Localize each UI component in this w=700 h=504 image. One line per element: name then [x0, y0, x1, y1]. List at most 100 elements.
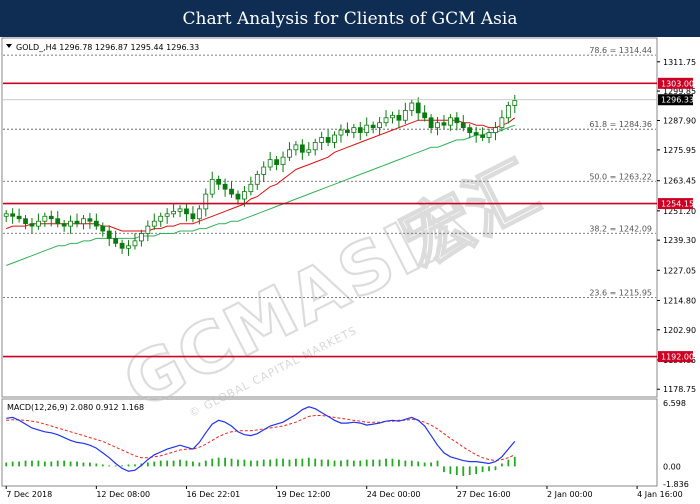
candle-body — [119, 242, 125, 249]
chart-frame: GCMASIA 宏汇 © GLOBAL CAPITAL MARKETS GOLD… — [0, 37, 700, 500]
candle-body — [422, 112, 428, 119]
fibonacci-levels: 78.6 = 1314.44 61.8 = 1284.36 50.0 = 1263.… — [3, 46, 656, 299]
macd-histogram-bar — [134, 464, 136, 467]
candle-body — [209, 178, 215, 195]
macd-histogram-bar — [31, 460, 33, 467]
macd-histogram-bar — [301, 458, 304, 467]
candle — [332, 131, 337, 149]
candle — [357, 121, 363, 141]
macd-histogram-bar — [101, 464, 104, 467]
candle-body — [415, 102, 421, 114]
price-tick-label: 1275.95 — [663, 146, 696, 155]
macd-series — [5, 406, 516, 476]
candle — [293, 141, 299, 156]
candle-body — [158, 215, 164, 222]
candle-body — [428, 117, 434, 129]
candle-body — [370, 124, 376, 129]
macd-histogram-bar — [224, 457, 226, 467]
candle-body — [454, 117, 460, 124]
macd-histogram-bar — [5, 462, 8, 467]
candle — [203, 188, 209, 217]
candle — [428, 114, 434, 134]
macd-tick-label: 0.00 — [663, 462, 681, 471]
candle-body — [242, 191, 247, 200]
candle-body — [10, 213, 16, 217]
macd-histogram-bar — [127, 464, 130, 467]
candle-body — [306, 149, 312, 153]
macd-histogram-bar — [314, 458, 317, 467]
macd-histogram-bar — [89, 462, 91, 467]
macd-histogram-bar — [417, 461, 420, 467]
candle — [196, 205, 202, 225]
macd-histogram-bar — [275, 458, 278, 467]
candle-body — [280, 156, 286, 165]
macd-histogram-bar — [449, 466, 452, 475]
candle — [383, 110, 389, 127]
candle-body — [81, 218, 86, 225]
candle — [512, 94, 518, 114]
fib-level-label: 61.8 = 1284.36 — [589, 120, 652, 129]
candle-body — [29, 223, 35, 227]
candle — [171, 203, 176, 218]
price-tick-label: 1299.85 — [663, 87, 696, 96]
candle-body — [139, 233, 144, 242]
fib-level-label: 38.2 = 1242.09 — [589, 224, 652, 233]
candle — [3, 210, 9, 222]
candle — [274, 155, 279, 171]
candle-body — [287, 149, 292, 158]
candle — [280, 151, 286, 173]
price-tick-label: 1202.90 — [663, 326, 696, 335]
macd-tick-label: -1.836 — [663, 480, 689, 489]
macd-histogram-bar — [365, 459, 368, 467]
candle — [351, 123, 357, 139]
macd-histogram-bar — [295, 458, 297, 467]
symbol-dropdown-icon[interactable] — [6, 44, 12, 48]
price-tick-label: 1239.30 — [663, 236, 696, 245]
macd-histogram-bar — [494, 466, 497, 471]
macd-main-line — [6, 406, 516, 472]
candle — [370, 121, 376, 134]
macd-histogram-bar — [243, 459, 246, 467]
candle — [319, 131, 325, 151]
candle-body — [23, 218, 28, 225]
candle — [422, 105, 428, 122]
candle — [441, 115, 447, 129]
candle-body — [177, 208, 183, 212]
time-axis: 7 Dec 2018 12 Dec 08:00 16 Dec 22:01 19 Dec… — [5, 486, 683, 499]
macd-histogram-bar — [204, 460, 207, 467]
candle-body — [383, 117, 389, 124]
candle-body — [467, 127, 473, 133]
candle-body — [319, 137, 325, 143]
candle — [177, 205, 183, 218]
macd-signal-line — [6, 415, 516, 462]
chart-banner-title: Chart Analysis for Clients of GCM Asia — [0, 0, 700, 37]
candle — [93, 213, 99, 230]
macd-histogram-bar — [269, 459, 272, 467]
macd-histogram-bar — [237, 459, 239, 467]
candle-body — [338, 129, 344, 136]
price-axis: 1311.75 1299.85 1287.90 1275.95 1263.45 1251.… — [657, 58, 696, 394]
price-tick-label: 1263.45 — [663, 177, 696, 186]
macd-histogram-bar — [462, 466, 465, 476]
macd-histogram-bar — [398, 459, 400, 467]
candle-body — [235, 193, 241, 200]
candle — [261, 161, 267, 183]
candle-body — [299, 144, 305, 153]
macd-histogram-bar — [198, 462, 201, 467]
candle-body — [87, 218, 93, 222]
candle — [415, 97, 421, 121]
time-tick-label: 24 Dec 00:00 — [367, 490, 421, 499]
candle — [409, 99, 415, 117]
candle-body — [164, 213, 170, 217]
candle — [467, 123, 473, 139]
candle — [473, 126, 479, 143]
macd-histogram-bar — [481, 466, 484, 473]
candle-body — [377, 122, 382, 129]
candle-body — [364, 124, 370, 133]
candle-body — [196, 208, 202, 220]
candle — [325, 129, 331, 147]
time-tick-label: 2 Jan 00:00 — [547, 490, 593, 499]
time-tick-label: 16 Dec 22:01 — [186, 490, 240, 499]
candle-body — [48, 215, 54, 220]
candle-body — [493, 127, 498, 133]
